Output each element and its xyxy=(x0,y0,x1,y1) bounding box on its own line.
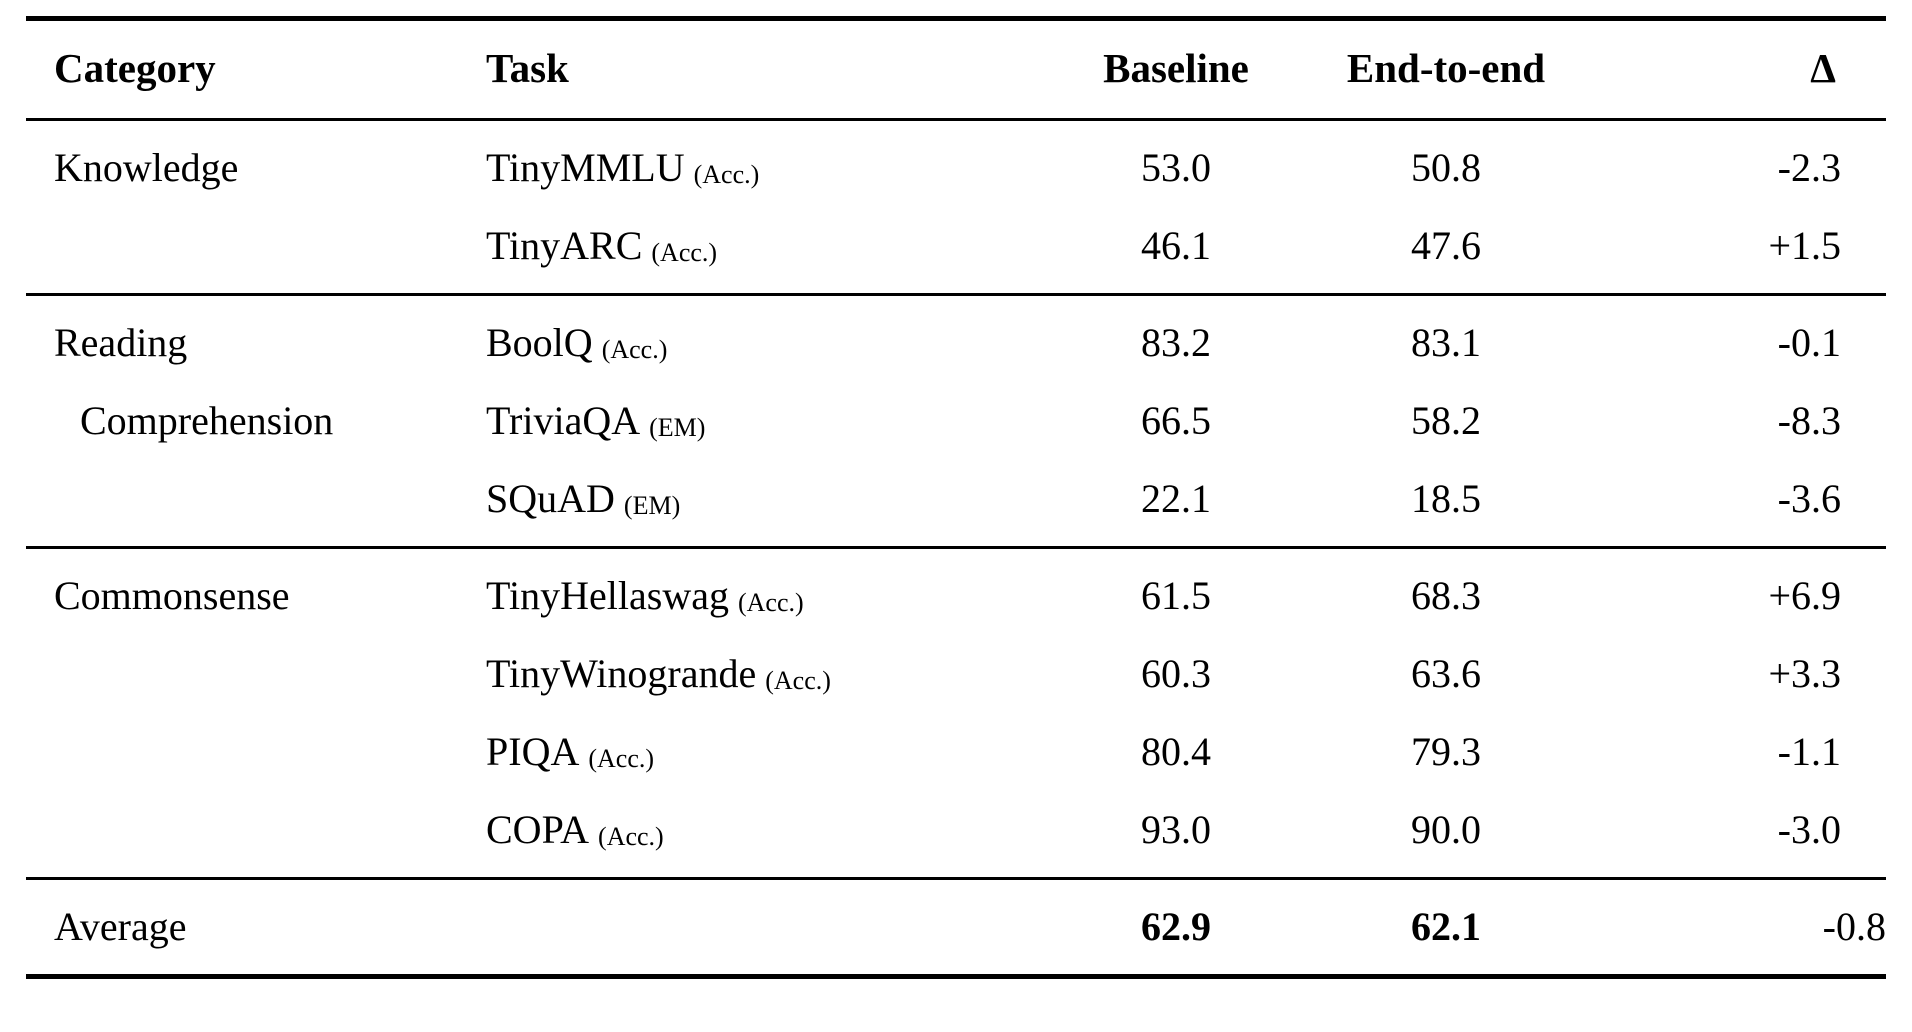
baseline-value: 80.4 xyxy=(1141,729,1211,775)
task-name: SQuAD xyxy=(486,476,615,522)
average-task-cell xyxy=(486,879,1056,977)
average-label: Average xyxy=(54,904,187,950)
category-label: Knowledge xyxy=(54,145,239,191)
baseline-value: 46.1 xyxy=(1141,223,1211,269)
end-to-end-value: 63.6 xyxy=(1411,651,1481,697)
average-delta-value: -0.8 xyxy=(1822,904,1886,950)
task-cell: TinyARC (Acc.) xyxy=(486,207,1056,295)
paper-page: Category Task Baseline End-to-end Δ Know… xyxy=(26,15,1886,979)
task-metric: (Acc.) xyxy=(765,666,831,696)
header-end-to-end: End-to-end xyxy=(1296,15,1596,122)
baseline-value: 61.5 xyxy=(1141,573,1211,619)
benchmark-results-table: Category Task Baseline End-to-end Δ Know… xyxy=(26,15,1886,979)
category-label: Commonsense xyxy=(54,573,290,619)
end-to-end-value: 83.1 xyxy=(1411,320,1481,366)
category-cell: Reading Comprehension xyxy=(26,295,486,548)
task-cell: SQuAD (EM) xyxy=(486,460,1056,548)
header-category: Category xyxy=(26,15,486,122)
delta-value: +3.3 xyxy=(1768,651,1841,697)
delta-value: +6.9 xyxy=(1768,573,1841,619)
task-metric: (Acc.) xyxy=(588,744,655,774)
delta-value: +1.5 xyxy=(1768,223,1841,269)
task-name: TinyMMLU xyxy=(486,145,685,191)
section-reading-comprehension: Reading Comprehension BoolQ (Acc.) 83.2 8… xyxy=(26,294,1886,548)
task-cell: PIQA (Acc.) xyxy=(486,713,1056,791)
baseline-value: 60.3 xyxy=(1141,651,1211,697)
task-name: TinyHellaswag xyxy=(486,573,729,619)
baseline-value: 83.2 xyxy=(1141,320,1211,366)
table-row: Knowledge TinyMMLU (Acc.) 53.0 50.8 -2.3 xyxy=(26,120,1886,208)
header-baseline: Baseline xyxy=(1056,15,1296,122)
task-metric: (EM) xyxy=(649,413,706,443)
baseline-value: 22.1 xyxy=(1141,476,1211,522)
task-metric: (Acc.) xyxy=(598,822,664,852)
table-row: SQuAD (EM) 22.1 18.5 -3.6 xyxy=(26,460,1886,548)
table-row: COPA (Acc.) 93.0 90.0 -3.0 xyxy=(26,791,1886,879)
category-cell: Commonsense xyxy=(26,548,486,879)
delta-value: -3.6 xyxy=(1777,476,1841,522)
category-label-line2: Comprehension xyxy=(80,398,334,444)
header-row: Category Task Baseline End-to-end Δ xyxy=(26,15,1886,122)
task-name: TinyWinogrande xyxy=(486,651,757,697)
task-name: PIQA xyxy=(486,729,580,775)
delta-value: -2.3 xyxy=(1777,145,1841,191)
task-cell: TinyHellaswag (Acc.) xyxy=(486,548,1056,636)
table-row: Commonsense TinyHellaswag (Acc.) 61.5 68.… xyxy=(26,548,1886,636)
task-cell: COPA (Acc.) xyxy=(486,791,1056,879)
task-metric: (EM) xyxy=(623,491,681,521)
task-name: COPA xyxy=(486,807,590,853)
average-section: Average 62.9 62.1 -0.8 xyxy=(26,878,1886,977)
end-to-end-value: 79.3 xyxy=(1411,729,1481,775)
task-name: BoolQ xyxy=(486,320,593,366)
task-metric: (Acc.) xyxy=(737,588,804,618)
task-cell: BoolQ (Acc.) xyxy=(486,295,1056,383)
task-metric: (Acc.) xyxy=(693,160,760,190)
task-cell: TinyWinogrande (Acc.) xyxy=(486,635,1056,713)
task-name: TriviaQA xyxy=(486,398,641,444)
delta-value: -1.1 xyxy=(1777,729,1841,775)
task-cell: TriviaQA (EM) xyxy=(486,382,1056,460)
task-name: TinyARC xyxy=(486,223,643,269)
table-row: TriviaQA (EM) 66.5 58.2 -8.3 xyxy=(26,382,1886,460)
table-row: TinyARC (Acc.) 46.1 47.6 +1.5 xyxy=(26,207,1886,295)
delta-value: -0.1 xyxy=(1777,320,1841,366)
delta-value: -8.3 xyxy=(1777,398,1841,444)
baseline-value: 66.5 xyxy=(1141,398,1211,444)
header-task: Task xyxy=(486,15,1056,122)
table-row: TinyWinogrande (Acc.) 60.3 63.6 +3.3 xyxy=(26,635,1886,713)
section-commonsense: Commonsense TinyHellaswag (Acc.) 61.5 68.… xyxy=(26,547,1886,879)
header-delta: Δ xyxy=(1596,15,1886,122)
average-end-to-end-value: 62.1 xyxy=(1411,904,1481,950)
end-to-end-value: 47.6 xyxy=(1411,223,1481,269)
task-metric: (Acc.) xyxy=(601,335,668,365)
section-knowledge: Knowledge TinyMMLU (Acc.) 53.0 50.8 -2.3 … xyxy=(26,119,1886,295)
end-to-end-value: 18.5 xyxy=(1411,476,1481,522)
baseline-value: 93.0 xyxy=(1141,807,1211,853)
end-to-end-value: 58.2 xyxy=(1411,398,1481,444)
table-header: Category Task Baseline End-to-end Δ xyxy=(26,15,1886,122)
end-to-end-value: 90.0 xyxy=(1411,807,1481,853)
task-cell: TinyMMLU (Acc.) xyxy=(486,120,1056,208)
baseline-value: 53.0 xyxy=(1141,145,1211,191)
category-cell: Knowledge xyxy=(26,120,486,295)
average-baseline-value: 62.9 xyxy=(1141,904,1211,950)
delta-value: -3.0 xyxy=(1777,807,1841,853)
table-row: Reading Comprehension BoolQ (Acc.) 83.2 8… xyxy=(26,295,1886,443)
task-metric: (Acc.) xyxy=(651,238,718,268)
table-row: PIQA (Acc.) 80.4 79.3 -1.1 xyxy=(26,713,1886,791)
end-to-end-value: 50.8 xyxy=(1411,145,1481,191)
average-row: Average 62.9 62.1 -0.8 xyxy=(26,879,1886,977)
category-label: Reading xyxy=(54,320,188,366)
end-to-end-value: 68.3 xyxy=(1411,573,1481,619)
